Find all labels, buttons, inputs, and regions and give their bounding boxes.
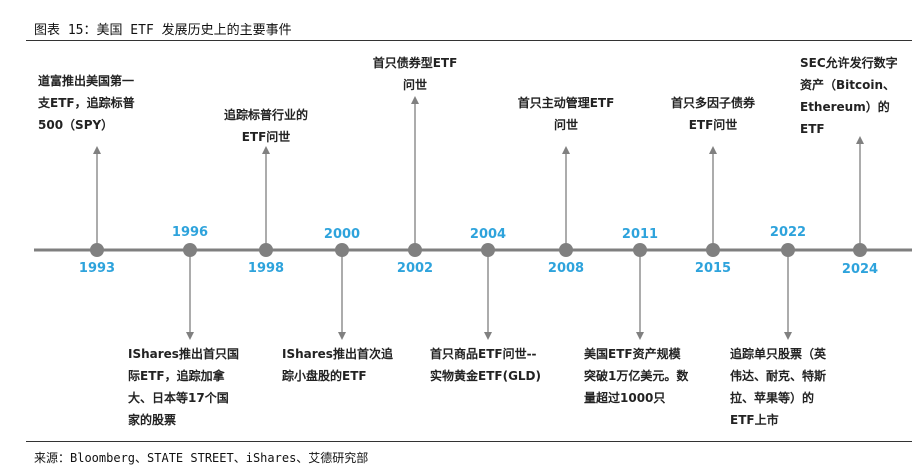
event-description-2011: 美国ETF资产规模 突破1万亿美元。数 量超过1000只 [584,347,689,405]
year-label-2004: 2004 [469,227,507,242]
timeline-node-2011 [633,243,647,257]
timeline-node-2002 [408,243,422,257]
year-label-2008: 2008 [547,261,585,276]
year-label-2024: 2024 [841,262,879,277]
year-label-1993: 1993 [78,261,116,276]
title-divider [26,40,912,41]
event-description-1993: 道富推出美国第一 支ETF，追踪标普 500（SPY） [38,74,135,132]
year-label-2000: 2000 [323,227,361,242]
figure-title: 图表 15：美国 ETF 发展历史上的主要事件 [34,23,292,38]
timeline-node-1993 [90,243,104,257]
timeline-node-2024 [853,243,867,257]
timeline-node-2004 [481,243,495,257]
event-description-2015: 首只多因子债券 ETF问世 [670,96,756,132]
event-description-2000: IShares推出首次追 踪小盘股的ETF [282,347,393,383]
year-label-1996: 1996 [171,225,209,240]
timeline-node-2008 [559,243,573,257]
year-label-1998: 1998 [247,261,285,276]
event-description-2002: 首只债券型ETF 问世 [372,56,458,92]
year-label-2015: 2015 [694,261,732,276]
timeline-node-1998 [259,243,273,257]
year-label-2022: 2022 [769,225,807,240]
source-divider [26,441,912,442]
event-description-1996: IShares推出首只国 际ETF，追踪加拿 大、日本等17个国 家的股票 [128,347,239,427]
timeline-node-1996 [183,243,197,257]
event-description-2024: SEC允许发行数字 资产（Bitcoin、 Ethereum）的ETF [800,56,898,136]
timeline-node-2022 [781,243,795,257]
source-note: 来源：Bloomberg、STATE STREET、iShares、艾德研究部 [34,451,369,465]
event-description-2004: 首只商品ETF问世-- 实物黄金ETF(GLD) [430,347,542,383]
event-description-1998: 追踪标普行业的 ETF问世 [223,108,309,144]
year-label-2011: 2011 [621,227,659,242]
event-description-2008: 首只主动管理ETF 问世 [517,96,615,132]
timeline-node-2015 [706,243,720,257]
event-description-2022: 追踪单只股票（英 伟达、耐克、特斯 拉、苹果等）的 ETF上市 [730,347,827,427]
timeline-node-2000 [335,243,349,257]
year-label-2002: 2002 [396,261,434,276]
